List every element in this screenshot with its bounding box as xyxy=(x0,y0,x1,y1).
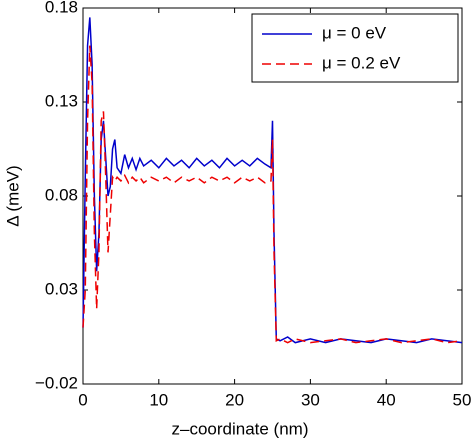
x-tick-label: 40 xyxy=(377,390,396,409)
x-tick-label: 20 xyxy=(225,390,244,409)
legend-label: μ = 0 eV xyxy=(322,23,387,42)
y-axis-label: Δ (meV) xyxy=(3,165,22,226)
y-tick-label: 0.18 xyxy=(45,0,78,16)
x-tick-label: 0 xyxy=(78,390,87,409)
legend-label: μ = 0.2 eV xyxy=(322,53,401,72)
x-tick-label: 50 xyxy=(453,390,472,409)
x-tick-label: 30 xyxy=(301,390,320,409)
legend-box xyxy=(251,13,459,83)
x-tick-label: 10 xyxy=(149,390,168,409)
y-tick-label: 0.03 xyxy=(45,279,78,298)
y-tick-label: 0.13 xyxy=(45,91,78,110)
x-axis-label: z–coordinate (nm) xyxy=(171,419,308,438)
y-tick-label: −0.02 xyxy=(35,373,78,392)
series-line xyxy=(82,45,463,344)
y-tick-label: 0.08 xyxy=(45,185,78,204)
series-line xyxy=(82,17,463,344)
